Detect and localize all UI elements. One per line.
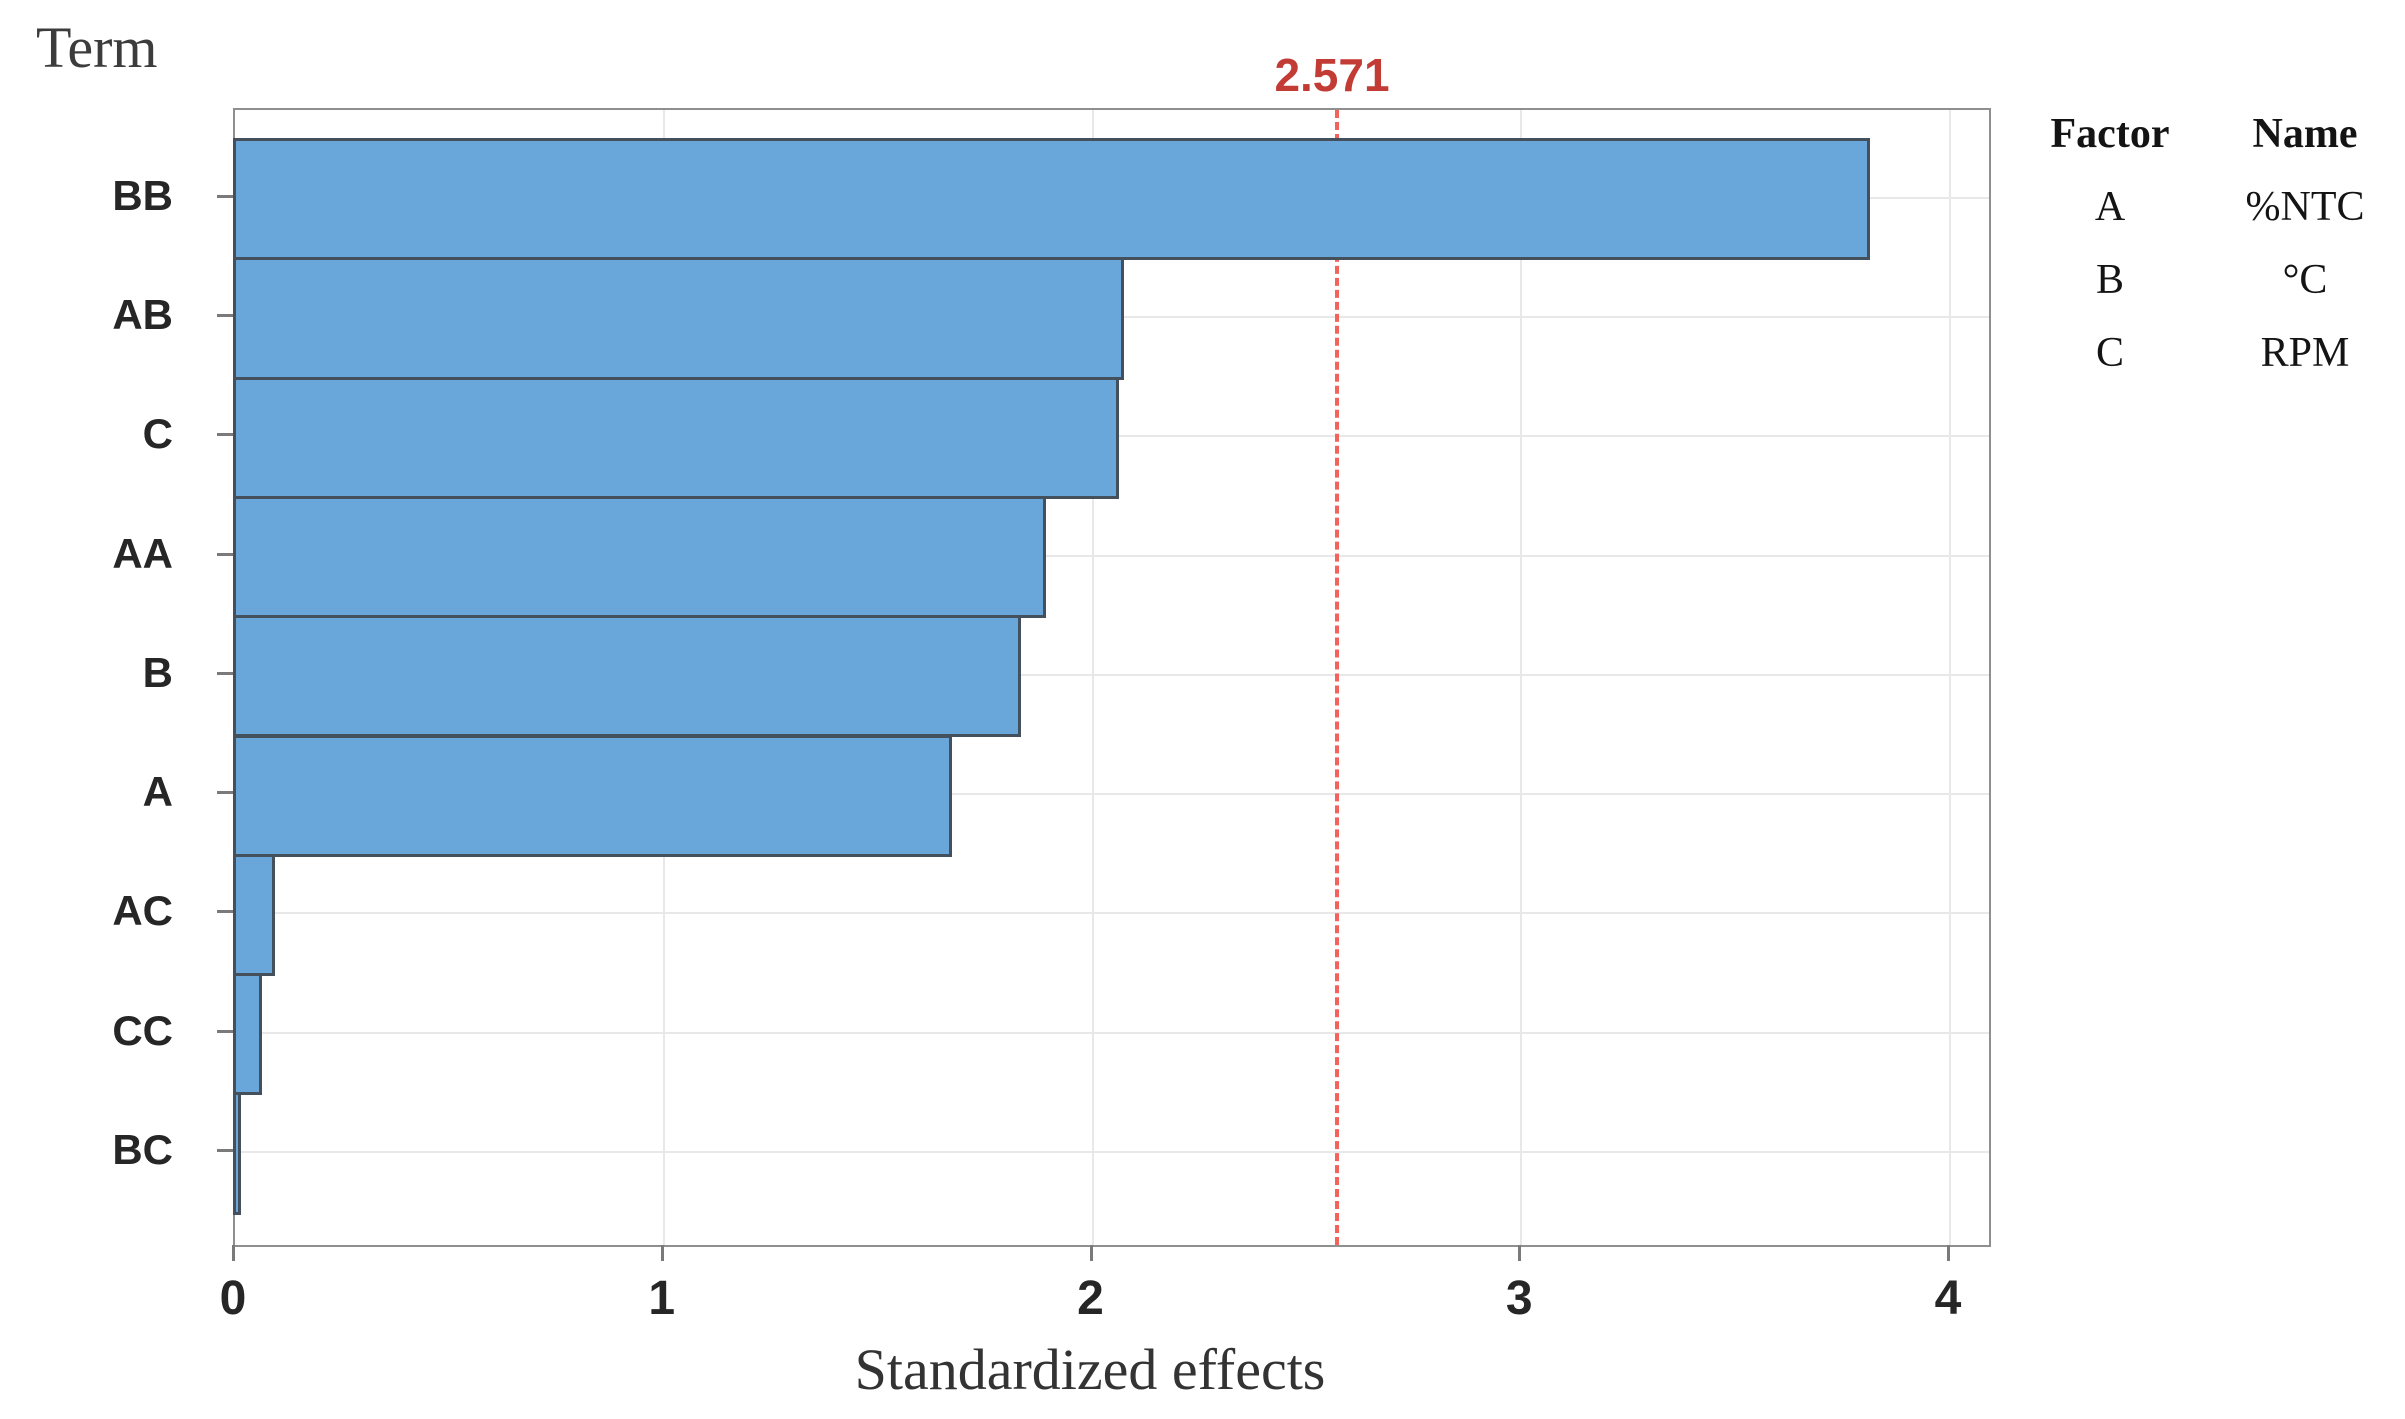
y-axis-category-label: CC [112, 1006, 173, 1054]
reference-line [1335, 110, 1340, 1245]
y-axis-tick [217, 433, 233, 437]
y-axis-tick [217, 313, 233, 317]
y-axis-category-label: AB [112, 290, 173, 338]
bar-cc [233, 973, 262, 1096]
legend-cell-factor: C [2095, 330, 2124, 376]
y-axis-tick [217, 910, 233, 914]
y-axis-tick [217, 1149, 233, 1153]
x-axis-tick-label: 0 [219, 1272, 247, 1325]
bar-ac [233, 853, 275, 977]
y-axis-category-label: B [142, 648, 173, 696]
y-axis-category-label: A [142, 768, 173, 816]
y-axis-tick [217, 194, 233, 198]
x-axis-tick-label: 3 [1505, 1272, 1533, 1325]
y-axis-tick [217, 1029, 233, 1033]
bar-bb [233, 138, 1870, 261]
vertical-gridline [1091, 110, 1094, 1245]
bar-c [233, 376, 1120, 499]
horizontal-gridline [235, 554, 1989, 557]
x-axis-tick-label: 4 [1934, 1272, 1962, 1325]
legend-cell-factor: A [2094, 184, 2126, 230]
bar-ab [233, 257, 1124, 380]
bar-bc [233, 1092, 241, 1215]
bar-b [233, 615, 1021, 738]
horizontal-gridline [235, 1151, 1989, 1154]
y-axis-category-label: BB [112, 171, 173, 219]
y-axis-tick [217, 552, 233, 556]
horizontal-gridline [235, 793, 1989, 796]
legend-header-factor: Factor [2050, 111, 2170, 157]
legend-header-name: Name [2252, 111, 2358, 157]
y-axis-tick [217, 791, 233, 795]
legend-row-b: B °C [2015, 244, 2405, 317]
legend-header-row: Factor Name [2015, 98, 2405, 171]
legend-row-c: C RPM [2015, 317, 2405, 390]
threshold-value-label: 2.571 [1274, 49, 1390, 101]
bar-a [233, 734, 952, 857]
x-axis-tick-label: 2 [1077, 1272, 1104, 1325]
y-axis-category-label: AA [112, 529, 173, 577]
horizontal-gridline [235, 912, 1989, 915]
plot-frame [233, 108, 1991, 1247]
term-axis-title: Term [36, 15, 158, 80]
x-axis-tick [1089, 1245, 1093, 1261]
bar-aa [233, 495, 1047, 619]
x-axis-tick-label: 1 [648, 1272, 676, 1325]
y-axis-tick [217, 671, 233, 675]
legend-cell-factor: B [2095, 257, 2124, 303]
legend-row-a: A %NTC [2015, 171, 2405, 244]
x-axis-tick [660, 1245, 664, 1261]
legend: Factor Name A %NTC B °C C RPM [2015, 98, 2405, 390]
horizontal-gridline [235, 1031, 1989, 1034]
vertical-gridline [1949, 110, 1951, 1245]
y-axis-category-label: AC [112, 887, 173, 935]
legend-cell-name: RPM [2260, 330, 2350, 376]
y-axis-category-label: BC [112, 1126, 173, 1174]
legend-cell-name: °C [2282, 257, 2328, 303]
y-axis-category-label: C [142, 410, 173, 458]
horizontal-gridline [235, 673, 1989, 676]
vertical-gridline [1520, 110, 1523, 1245]
legend-cell-name: %NTC [2245, 184, 2365, 230]
x-axis-tick [232, 1245, 235, 1261]
x-axis-tick [1947, 1245, 1950, 1261]
x-axis-tick [1518, 1245, 1522, 1261]
x-axis-title: Standardized effects [854, 1337, 1326, 1402]
